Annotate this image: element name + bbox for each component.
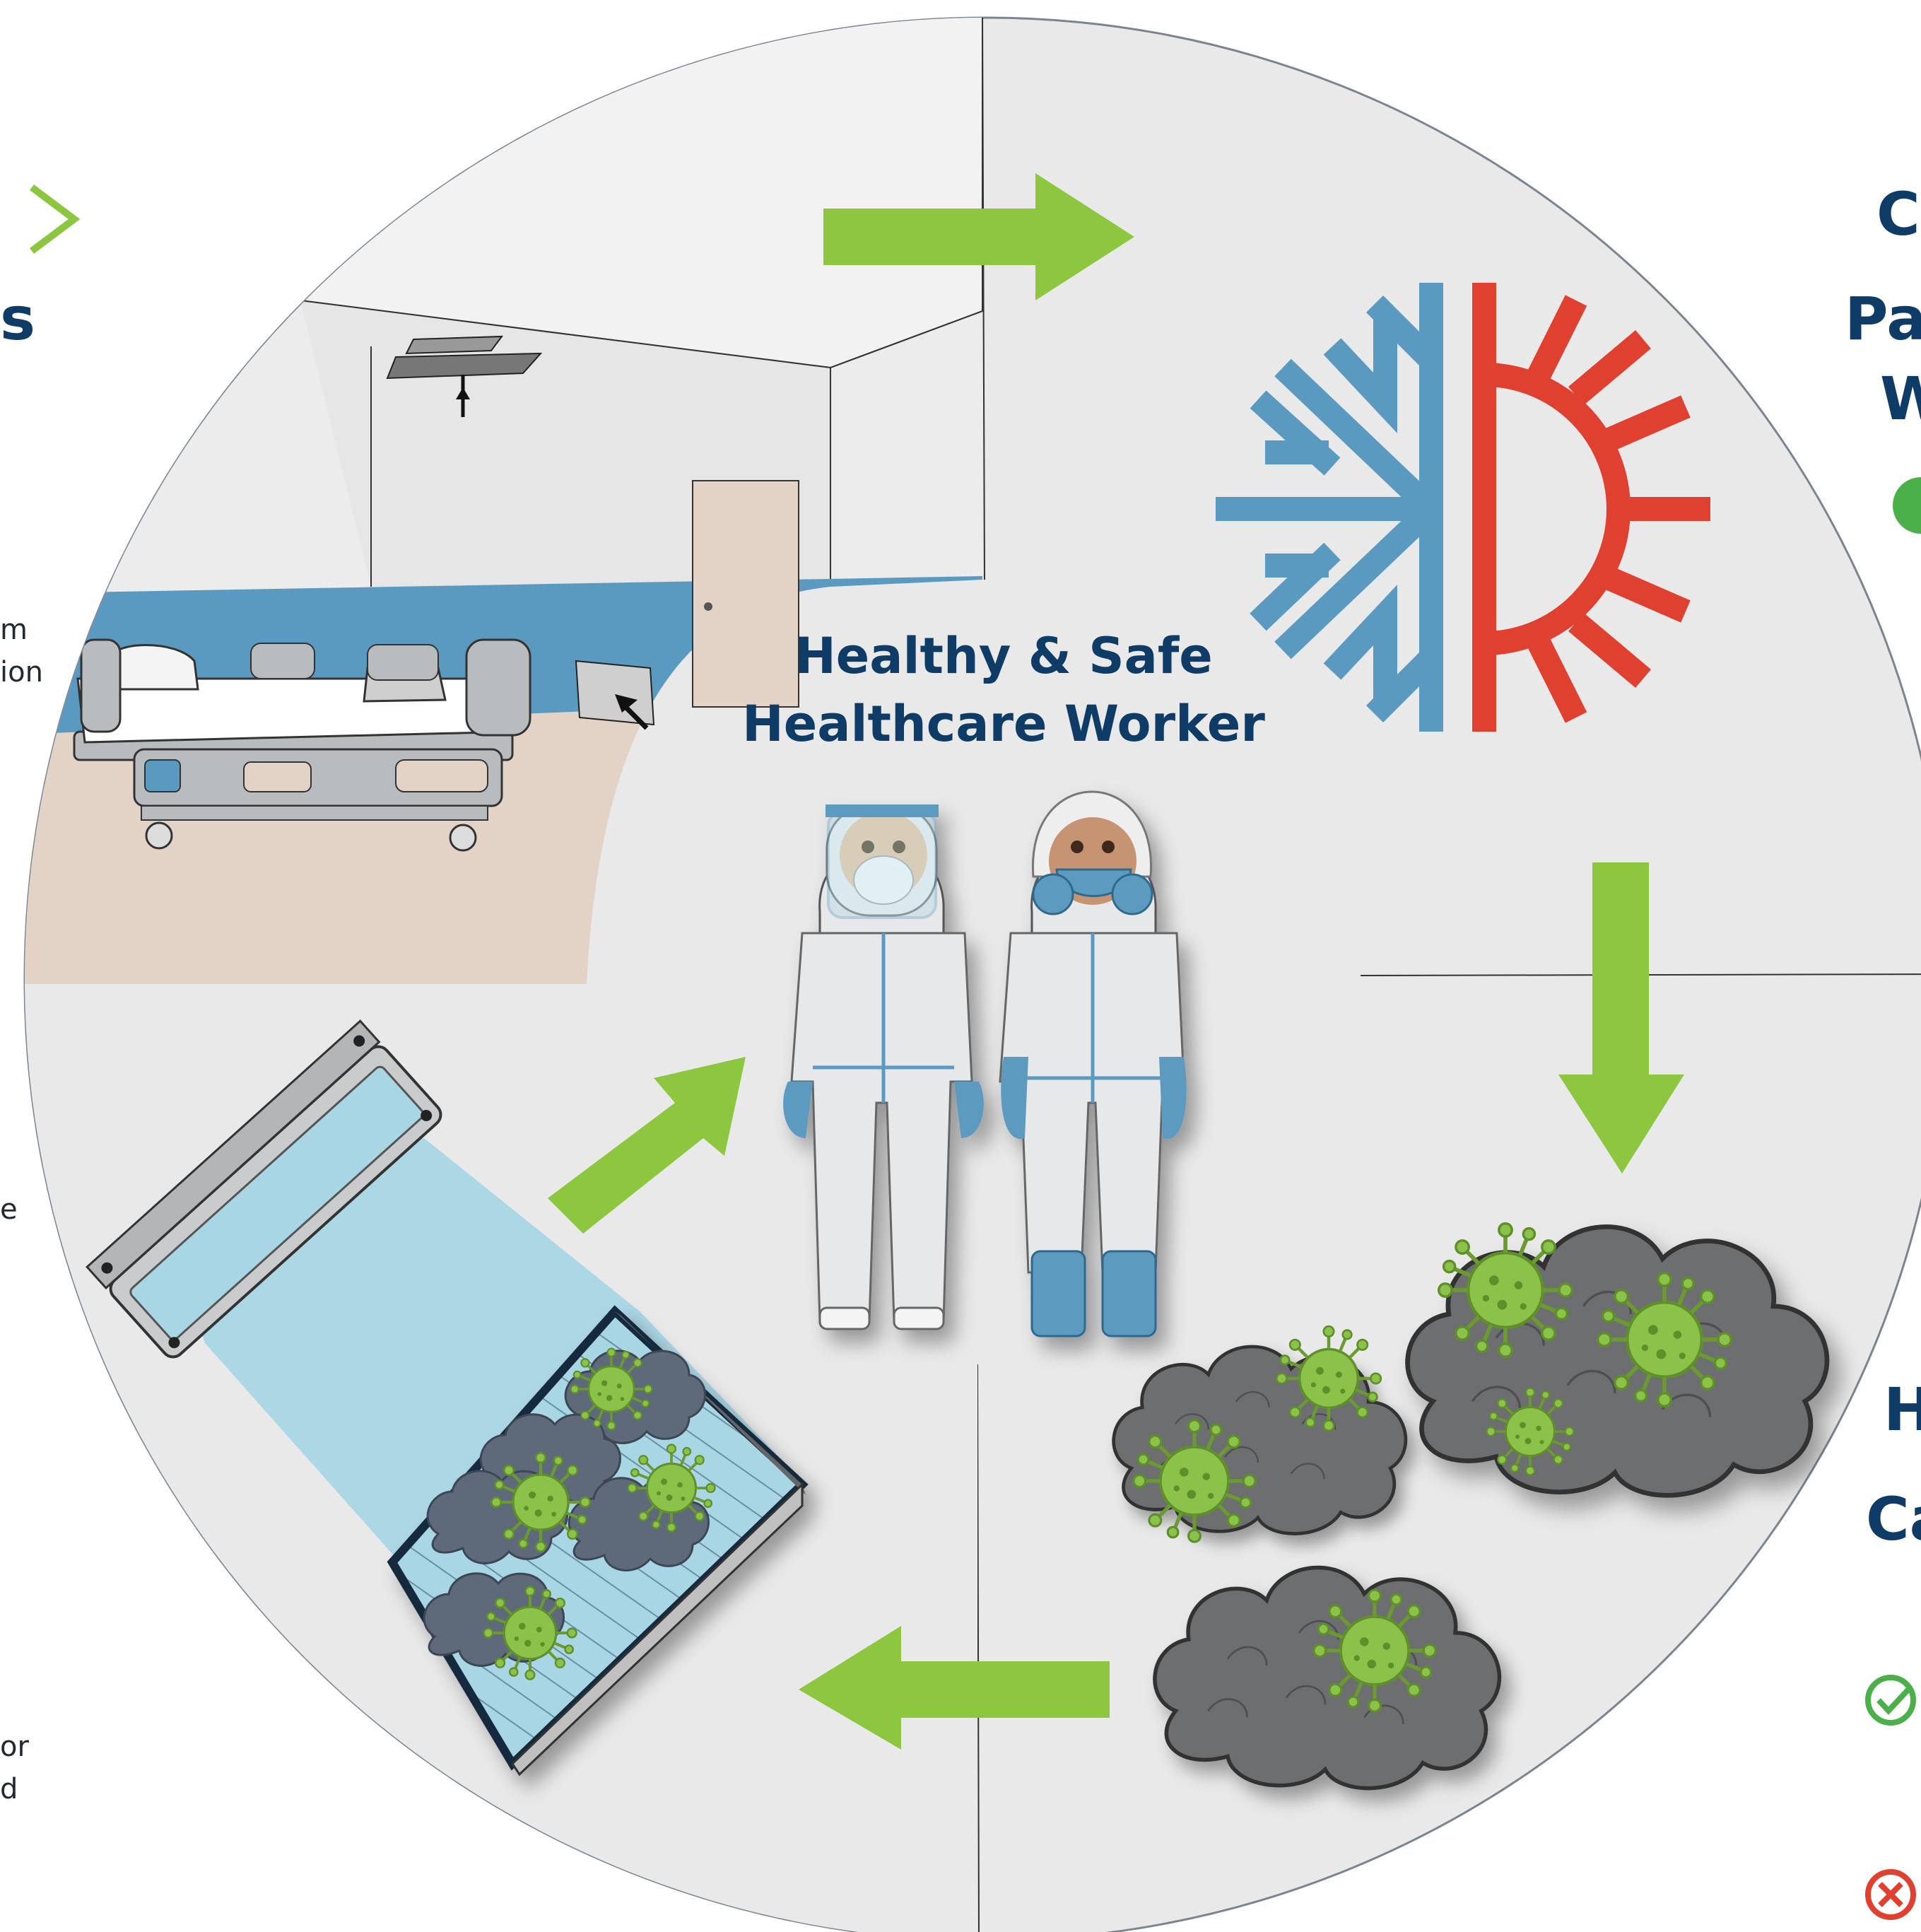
left-text-fragment-3: e — [0, 1193, 18, 1226]
check-icon — [1865, 1675, 1916, 1726]
cross-icon — [1865, 1869, 1916, 1920]
center-title-line2: Healthcare Worker — [742, 695, 1265, 753]
arrow-right — [823, 173, 1134, 300]
left-text-fragment-2: ion — [0, 656, 43, 689]
left-text-fragment-1: m — [0, 614, 28, 646]
arrow-up-right — [548, 1057, 746, 1234]
ceiling-vent — [386, 335, 543, 417]
virus-icon — [1439, 1224, 1573, 1357]
arrow-down — [1558, 862, 1684, 1173]
worker-face-shield — [783, 804, 984, 1330]
green-dot-partial — [1893, 477, 1921, 534]
center-title-line1: Healthy & Safe — [794, 627, 1213, 685]
right-heading-fragment-2: Pa — [1845, 284, 1921, 353]
right-heading-fragment-4: H — [1884, 1375, 1921, 1444]
cycle-arrows — [548, 173, 1684, 1750]
right-heading-fragment-3: W — [1880, 364, 1921, 433]
center-title: Healthy & Safe Healthcare Worker — [721, 622, 1286, 758]
divider-vertical-bottom — [977, 1364, 980, 1932]
healthcare-workers — [783, 790, 1187, 1337]
door — [692, 480, 799, 708]
hospital-bed-icon — [73, 638, 531, 852]
chevron-right-icon — [30, 185, 81, 254]
snowflake-sun-icon — [1216, 283, 1710, 732]
left-text-fragment-4: or — [0, 1731, 29, 1763]
wall-vent — [575, 660, 655, 730]
arrow-left — [799, 1626, 1110, 1750]
right-heading-fragment-1: C — [1876, 180, 1920, 249]
left-text-fragment-5: d — [0, 1773, 18, 1805]
right-heading-fragment-5: Ca — [1866, 1485, 1921, 1554]
left-heading-fragment: s — [0, 284, 35, 353]
divider-horizontal-right — [1360, 973, 1921, 976]
worker-respirator — [999, 790, 1187, 1337]
